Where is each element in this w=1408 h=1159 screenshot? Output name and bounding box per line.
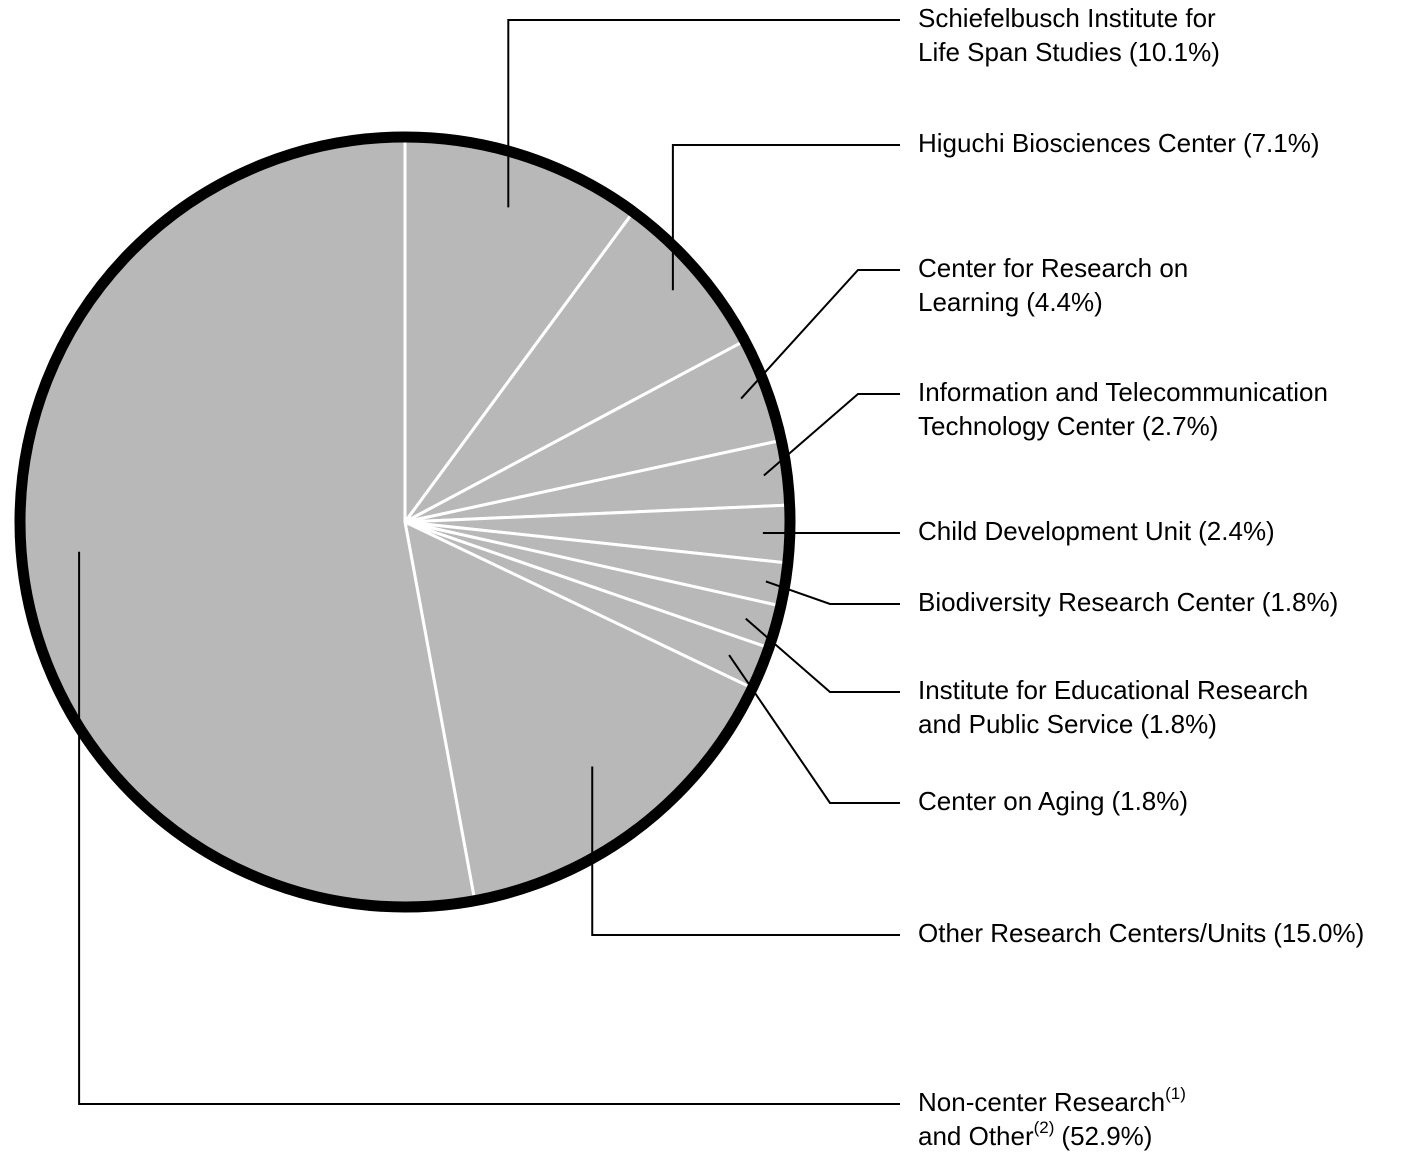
- slice-label: Biodiversity Research Center: [918, 587, 1255, 617]
- leader-line: [591, 766, 900, 936]
- leader-line: [740, 269, 900, 400]
- value-label: (1.8%): [1140, 709, 1217, 739]
- value-label: (1.8%): [1111, 786, 1188, 816]
- value-label: (52.9%): [1061, 1121, 1152, 1151]
- value-label: (4.4%): [1026, 287, 1103, 317]
- value-label: (15.0%): [1273, 918, 1364, 948]
- slice-label: Center for Research on: [918, 253, 1188, 283]
- slice-label: Higuchi Biosciences Center: [918, 128, 1236, 158]
- slice-label: Institute for Educational Research: [918, 675, 1308, 705]
- slice-label: Other Research Centers/Units: [918, 918, 1266, 948]
- value-label: (7.1%): [1243, 128, 1320, 158]
- slice-label: Learning: [918, 287, 1019, 317]
- pie-outline: [14, 131, 796, 913]
- slice-label: Schiefelbusch Institute for: [918, 3, 1216, 33]
- leader-line: [507, 19, 900, 208]
- slice-label: Center on Aging: [918, 786, 1104, 816]
- slice-label: Technology Center: [918, 411, 1135, 441]
- value-label: (2.4%): [1198, 516, 1275, 546]
- slice-label: Information and Telecommunication: [918, 377, 1328, 407]
- slice-label: and Public Service: [918, 709, 1133, 739]
- slice-label: Non-center Research(1): [918, 1084, 1186, 1116]
- slice-label: and Other(2): [918, 1118, 1054, 1150]
- slice-label: Child Development Unit: [918, 516, 1192, 546]
- leader-line: [728, 654, 900, 804]
- value-label: (2.7%): [1142, 411, 1219, 441]
- value-label: (1.8%): [1262, 587, 1339, 617]
- leader-line: [763, 393, 900, 477]
- leader-line: [671, 144, 900, 291]
- slice-label: Life Span Studies: [918, 37, 1122, 67]
- value-label: (10.1%): [1129, 37, 1220, 67]
